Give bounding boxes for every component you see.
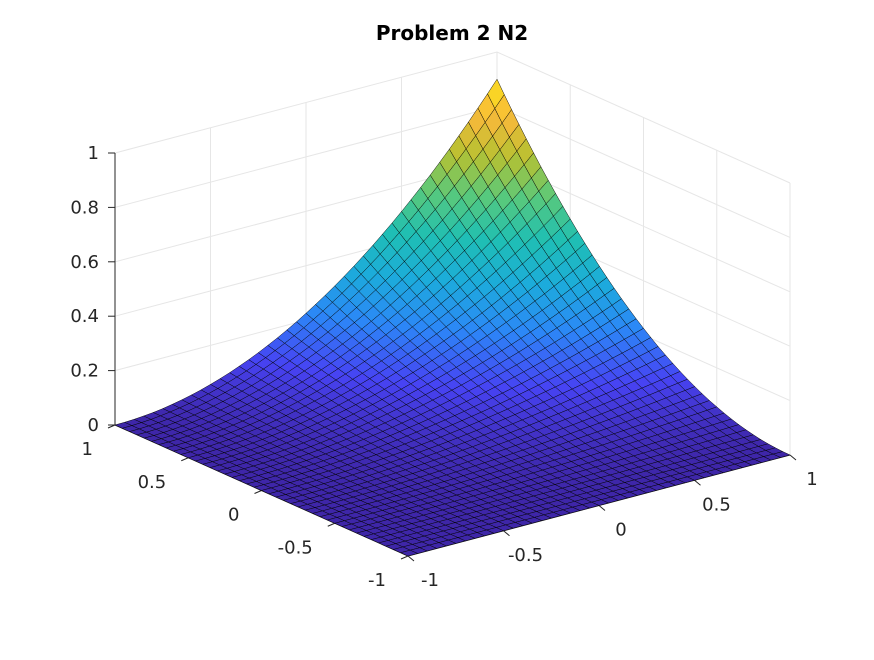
- wall-gridline: [114, 51, 791, 184]
- surface-layer: [114, 78, 791, 557]
- z-tick-label: 0: [88, 415, 99, 436]
- x-tick-label: 1: [806, 469, 817, 490]
- z-tick-label: 1: [88, 143, 99, 164]
- z-tick-label: 0.8: [70, 197, 99, 218]
- y-tick-label: -1: [368, 570, 386, 591]
- x-tick: [598, 505, 606, 511]
- x-tick: [407, 555, 415, 562]
- x-tick: [789, 454, 797, 461]
- y-tick-label: 0: [228, 505, 239, 526]
- chart-title: Problem 2 N2: [376, 21, 528, 45]
- y-tick: [327, 522, 335, 527]
- surface-cell: [400, 549, 418, 557]
- y-tick-label: 1: [82, 439, 93, 460]
- y-tick-label: -0.5: [278, 537, 313, 558]
- y-tick: [181, 457, 189, 462]
- label-layer: -1 -0.5 0 0.5 1 -1 -0.5 0 0.5 1 0 0.2 0.4 0.6 0.8 1: [70, 143, 817, 591]
- x-tick-label: 0.5: [702, 494, 731, 515]
- z-tick-label: 0.6: [70, 252, 99, 273]
- x-tick: [694, 479, 701, 486]
- y-tick: [254, 490, 262, 494]
- y-tick-label: 0.5: [138, 472, 167, 493]
- x-tick-label: -0.5: [508, 545, 543, 566]
- z-tick-label: 0.4: [70, 306, 99, 327]
- y-tick: [400, 555, 409, 560]
- z-tick-label: 0.2: [70, 361, 99, 382]
- x-tick-label: 0: [615, 520, 626, 541]
- x-tick: [503, 530, 510, 537]
- x-tick-label: -1: [421, 570, 439, 591]
